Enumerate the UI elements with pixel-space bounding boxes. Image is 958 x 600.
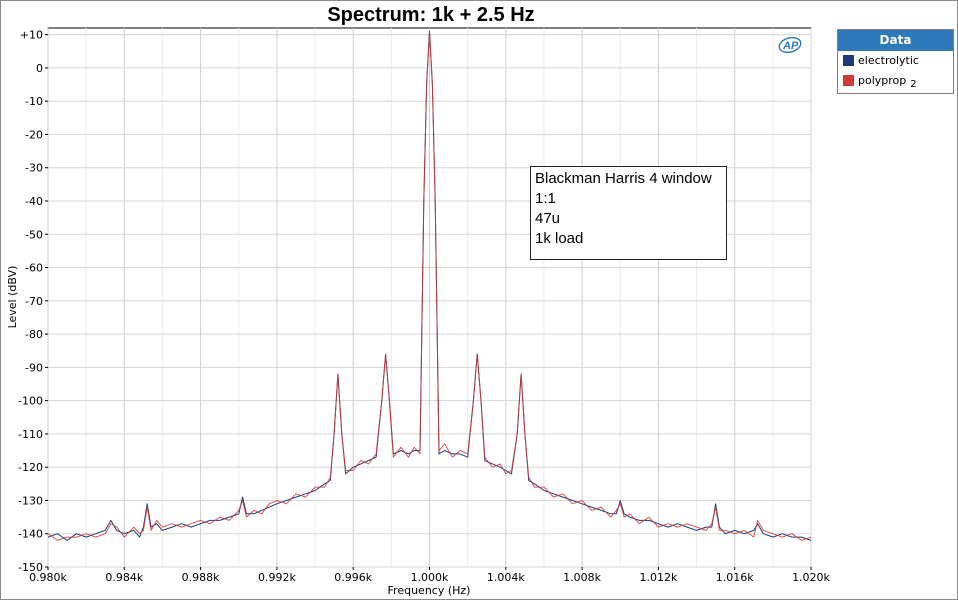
y-tick-label: -110 — [18, 428, 43, 441]
x-tick-label: 1.000k — [411, 571, 449, 584]
legend-swatch — [843, 74, 854, 86]
y-tick-label: -20 — [25, 128, 43, 141]
x-tick-label: 0.984k — [105, 571, 143, 584]
x-tick-label: 1.016k — [716, 571, 754, 584]
legend-swatch — [843, 54, 854, 66]
y-axis-label: Level (dBV) — [6, 266, 19, 329]
y-tick-label: -40 — [25, 195, 43, 208]
x-tick-label: 1.004k — [487, 571, 525, 584]
y-tick-label: 0 — [36, 62, 43, 75]
annotation-box: Blackman Harris 4 window 1:1 47u 1k load — [530, 166, 727, 260]
svg-text:AP: AP — [782, 40, 799, 52]
x-axis-ticks: 0.980k 0.984k 0.988k 0.992k 0.996k 1.000k 1.00… — [29, 567, 831, 584]
y-tick-label: -140 — [18, 528, 43, 541]
y-tick-label: -130 — [18, 494, 43, 507]
annotation-line-window: Blackman Harris 4 window — [535, 170, 712, 187]
legend: Data electrolytic polyprop 2 — [837, 29, 954, 94]
annotation-line-ratio: 1:1 — [535, 190, 556, 207]
annotation-line-capacitance: 47u — [535, 210, 561, 227]
legend-label: polyprop — [858, 74, 907, 87]
y-tick-label: -80 — [25, 328, 43, 341]
legend-suffix: 2 — [910, 79, 917, 90]
annotation-line-load: 1k load — [535, 230, 584, 247]
y-tick-label: -30 — [25, 162, 43, 175]
x-tick-label: 1.008k — [563, 571, 601, 584]
legend-item-polyprop[interactable]: polyprop 2 — [838, 71, 953, 91]
x-tick-label: 0.980k — [29, 571, 67, 584]
x-tick-label: 0.988k — [182, 571, 220, 584]
y-tick-label: -100 — [18, 395, 43, 408]
x-axis-label: Frequency (Hz) — [388, 584, 471, 597]
audio-precision-logo-icon: AP — [778, 36, 802, 54]
y-tick-label: -60 — [25, 262, 43, 275]
y-tick-label: -90 — [25, 361, 43, 374]
y-tick-label: -10 — [25, 95, 43, 108]
legend-title: Data — [838, 30, 953, 51]
y-tick-label: +10 — [20, 29, 43, 42]
legend-label: electrolytic — [858, 54, 919, 67]
y-tick-label: -50 — [25, 228, 43, 241]
y-tick-label: -150 — [18, 561, 43, 574]
x-tick-label: 1.020k — [792, 571, 830, 584]
chart-title: Spectrum: 1k + 2.5 Hz — [327, 4, 534, 26]
grid — [47, 28, 812, 568]
legend-item-electrolytic[interactable]: electrolytic — [838, 51, 953, 71]
x-tick-label: 0.996k — [334, 571, 372, 584]
x-tick-label: 0.992k — [258, 571, 296, 584]
y-tick-label: -70 — [25, 295, 43, 308]
y-axis-ticks: +10 0 -10 -20 -30 -40 -50 -60 -70 -80 -90 -100 -110 -… — [18, 29, 48, 574]
x-tick-label: 1.012k — [639, 571, 677, 584]
series-line-polyprop — [47, 30, 812, 541]
y-tick-label: -120 — [18, 461, 43, 474]
series-lines — [47, 30, 812, 541]
